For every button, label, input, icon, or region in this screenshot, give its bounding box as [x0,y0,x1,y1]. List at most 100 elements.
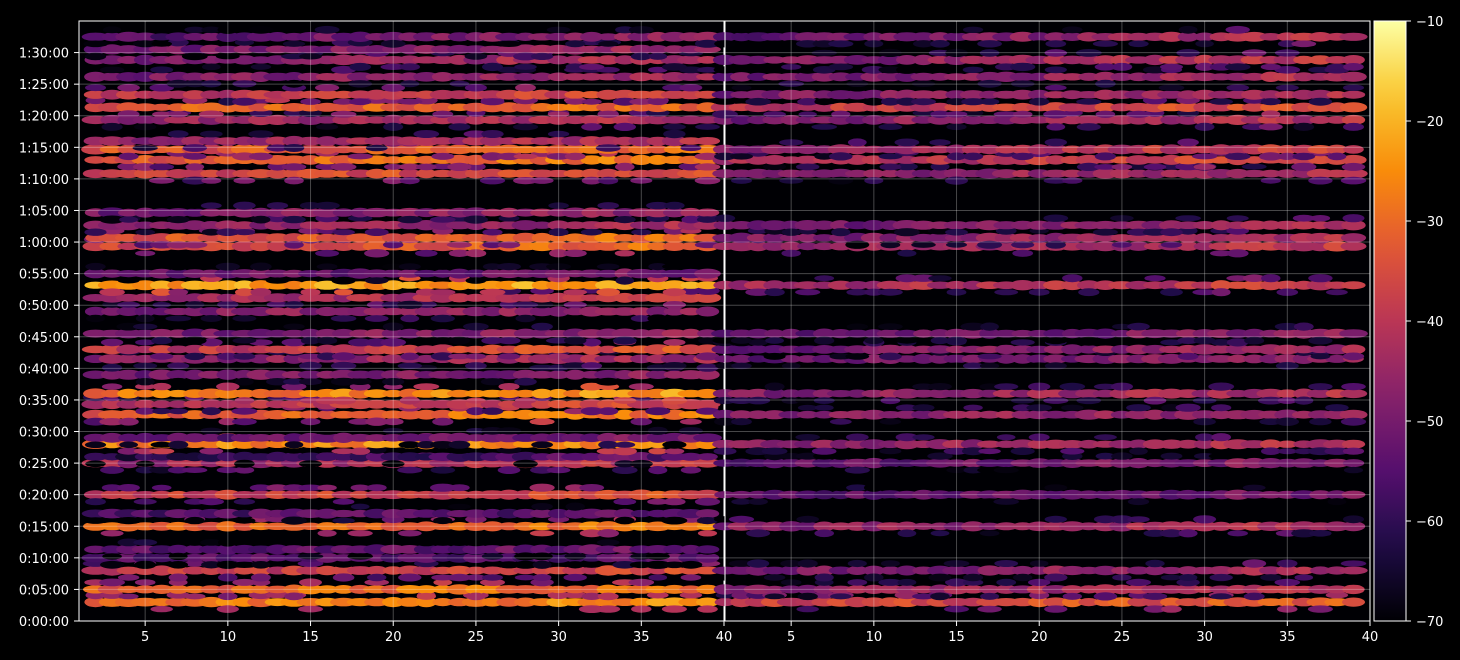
heatmap-cell [960,439,986,450]
heatmap-cell [133,323,158,330]
heatmap-cell [515,83,536,92]
heatmap-cell [1125,155,1152,165]
heatmap-cell [284,241,304,249]
heatmap-cell [399,63,420,71]
heatmap-cell [860,232,887,243]
heatmap-cell [1177,90,1199,100]
heatmap-cell [1092,345,1119,354]
heatmap-cell [813,234,836,242]
heatmap-cell [201,26,222,34]
heatmap-cell [1226,249,1249,258]
grid-lines [725,21,1370,622]
heatmap-cell [1076,102,1102,113]
heatmap-cell [81,399,110,410]
heatmap-cell [1043,177,1069,184]
heatmap-cell [1062,274,1083,283]
heatmap-cell [1043,110,1069,119]
heatmap-cell [383,241,404,249]
heatmap-cell [730,466,753,474]
heatmap-cell [1157,90,1186,99]
heatmap-cell [133,71,158,82]
heatmap-cell [580,407,603,416]
y-tick-label: 1:10:00 [19,173,69,188]
heatmap-cell [1291,162,1317,172]
heatmap-cell [1292,353,1315,364]
heatmap-cell [661,280,688,291]
heatmap-cell [1191,281,1219,289]
heatmap-cell [399,396,420,405]
heatmap-cell [1226,226,1249,235]
heatmap-cell [795,397,821,404]
heatmap-cell [661,329,688,338]
heatmap-cell [1259,418,1283,426]
heatmap-cell [614,508,636,519]
heatmap-cell [315,84,340,92]
heatmap-cell [365,434,388,442]
heatmap-cell [565,40,586,48]
heatmap-cell [332,453,355,461]
heatmap-cell [532,574,552,581]
heatmap-cell [1044,484,1068,492]
heatmap-cell [1310,566,1331,575]
heatmap-cell [613,216,636,224]
heatmap-cell [166,591,190,599]
heatmap-cell [185,301,205,309]
heatmap-cell [364,315,389,322]
heatmap-cell [1211,288,1231,297]
heatmap-cell [647,45,669,54]
heatmap-cell [1044,66,1067,74]
heatmap-cell [729,410,754,420]
heatmap-cell [762,155,787,165]
heatmap-cell [1126,578,1151,587]
y-tick-label: 0:55:00 [19,268,69,283]
heatmap-cell [201,177,222,184]
heatmap-cell [299,378,322,386]
heatmap-cell [813,490,835,500]
heatmap-cell [116,169,142,179]
heatmap-cell [1010,80,1035,88]
heatmap-cell [614,55,636,65]
heatmap-cell [199,307,224,316]
heatmap-cell [846,566,868,575]
heatmap-cell [945,48,968,58]
heatmap-cell [1093,383,1117,390]
heatmap-cell [530,137,554,145]
heatmap-cell [563,289,587,296]
heatmap-cell [563,585,588,594]
heatmap-cell [1259,90,1283,100]
heatmap-cell [763,56,786,64]
heatmap-cell [1011,354,1034,364]
heatmap-cell [1327,498,1347,506]
heatmap-cell [514,597,537,607]
heatmap-cell [1158,521,1185,532]
heatmap-cell [1324,458,1350,468]
heatmap-cell [863,169,885,179]
heatmap-cell [1341,162,1366,171]
heatmap-cell [1240,565,1268,576]
heatmap-cell [680,207,702,218]
heatmap-cell [216,544,239,555]
heatmap-cell [1092,40,1118,47]
heatmap-cell [84,71,107,82]
heatmap-cell [513,544,538,555]
heatmap-cell [846,484,869,492]
heatmap-cell [395,585,424,594]
heatmap-cell [216,467,239,474]
heatmap-cell [1308,176,1333,185]
heatmap-cell [1340,417,1367,426]
heatmap-cell [201,63,221,71]
heatmap-cell [945,228,968,236]
heatmap-cell [298,460,323,468]
heatmap-cell [580,433,604,443]
heatmap-cell [958,103,988,112]
heatmap-cell [797,233,819,243]
heatmap-cell [1042,169,1070,178]
heatmap-cell [580,553,604,562]
heatmap-cell [861,597,887,607]
heatmap-cell [514,377,537,386]
heatmap-cell [994,560,1019,567]
x-tick-label: 35 [1279,630,1296,645]
heatmap-cell [745,55,771,65]
heatmap-cell [781,397,801,404]
heatmap-cell [1076,490,1101,500]
